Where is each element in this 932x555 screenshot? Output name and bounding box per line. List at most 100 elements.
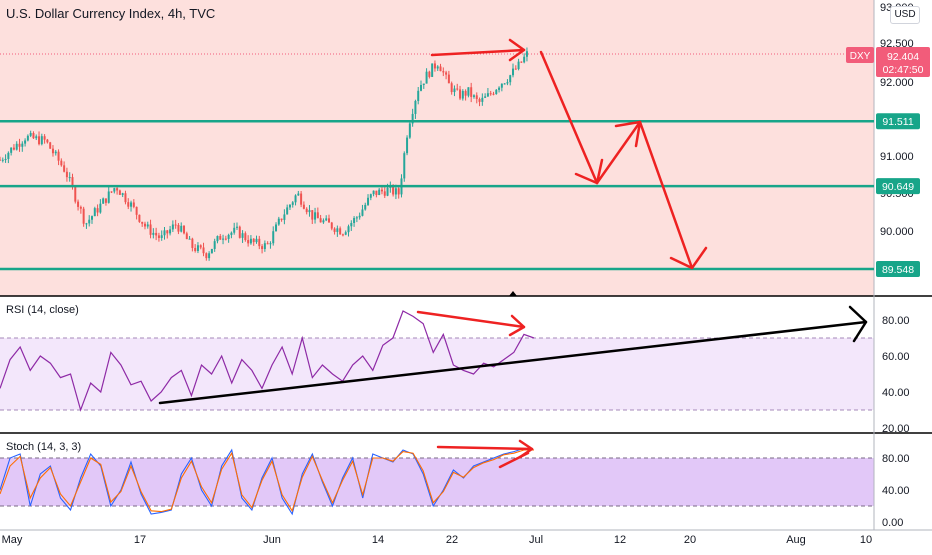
- candle-body: [15, 143, 18, 150]
- stoch-plot: [0, 447, 535, 516]
- time-axis[interactable]: May 17 Jun 14 22 Jul 12 20 Aug 10: [2, 534, 873, 546]
- candle-body: [492, 93, 495, 95]
- candle-body: [135, 206, 138, 215]
- rsi-line: [0, 310, 535, 412]
- candle-body: [235, 226, 238, 228]
- candle-body: [308, 210, 311, 213]
- candle-body: [453, 88, 456, 93]
- candle-body: [386, 187, 389, 196]
- stoch-arrow[interactable]: [436, 445, 534, 451]
- arrow-head-icon: [669, 246, 708, 270]
- rsi-label[interactable]: RSI (14, close): [6, 304, 79, 316]
- candle-body: [205, 253, 208, 259]
- candle-body: [350, 222, 353, 227]
- candle-body: [169, 229, 172, 234]
- candle-body: [283, 214, 286, 220]
- candle-body: [358, 215, 361, 218]
- candle-body: [57, 151, 60, 161]
- rsi-axis[interactable]: 80.00 60.00 40.00 20.00: [882, 315, 910, 435]
- candle-body: [174, 224, 177, 226]
- candle-body: [155, 232, 158, 236]
- candle-body: [475, 95, 478, 100]
- candle-body: [196, 245, 199, 251]
- candle-body: [241, 233, 244, 238]
- currency-button[interactable]: USD: [890, 6, 920, 24]
- candle-body: [118, 190, 121, 195]
- candle-body: [127, 202, 130, 207]
- horizontal-levels[interactable]: [0, 119, 874, 271]
- candle-body: [77, 201, 80, 207]
- candle-body: [277, 218, 280, 225]
- level-tag: 91.511: [882, 116, 913, 128]
- separator-marker-icon: [509, 291, 517, 296]
- candle-body: [202, 247, 205, 254]
- candle-body: [341, 234, 344, 236]
- time-tick-label: 20: [684, 534, 696, 546]
- stoch-axis[interactable]: 80.00 40.00 0.00: [882, 453, 910, 529]
- candle-body: [29, 133, 32, 136]
- candle-body: [191, 238, 194, 248]
- time-tick-label: 10: [860, 534, 872, 546]
- projection-leg-1[interactable]: [539, 50, 599, 185]
- price-divergence-arrow[interactable]: [430, 48, 526, 57]
- candle-body: [353, 217, 356, 223]
- stoch-small-arrow[interactable]: [498, 451, 530, 469]
- candle-body: [314, 212, 317, 220]
- candle-body: [1, 159, 4, 161]
- candle-body: [319, 218, 322, 223]
- candle-body: [121, 193, 124, 195]
- candle-body: [355, 217, 358, 219]
- time-tick-label: 17: [134, 534, 146, 546]
- candle-body: [484, 96, 487, 98]
- candle-body: [361, 209, 364, 216]
- projection-leg-3[interactable]: [638, 120, 694, 270]
- candle-body: [166, 230, 169, 234]
- candle-body: [247, 240, 250, 244]
- candle-body: [143, 223, 146, 227]
- candle-body: [21, 143, 24, 147]
- candle-body: [65, 171, 68, 178]
- candle-body: [141, 221, 144, 224]
- candle-body: [208, 253, 211, 259]
- rsi-divergence-arrow[interactable]: [416, 310, 526, 329]
- candle-body: [512, 68, 515, 76]
- candle-body: [266, 243, 269, 245]
- price-tick-label: 90.000: [880, 226, 914, 238]
- candle-body: [116, 188, 119, 191]
- projection-leg-2[interactable]: [595, 120, 642, 185]
- candle-body: [272, 231, 275, 244]
- candle-body: [447, 74, 450, 84]
- candle-body: [35, 136, 38, 139]
- level-tag: 90.649: [882, 181, 914, 193]
- red-arrow-annotations[interactable]: [416, 38, 708, 469]
- rsi-trendline-annotation[interactable]: [158, 305, 868, 405]
- candle-body: [411, 113, 414, 124]
- candle-body: [523, 56, 526, 63]
- candle-body: [436, 66, 439, 69]
- rsi-trendline[interactable]: [158, 320, 868, 405]
- candle-body: [213, 241, 216, 249]
- candle-body: [124, 193, 127, 203]
- candle-body: [445, 72, 448, 75]
- candle-body: [495, 89, 498, 95]
- level-tag-background: [876, 113, 920, 130]
- candle-body: [275, 224, 278, 232]
- candle-body: [183, 225, 186, 234]
- stoch-label[interactable]: Stoch (14, 3, 3): [6, 441, 81, 453]
- time-tick-label: 22: [446, 534, 458, 546]
- symbol-tag: DXY: [850, 51, 871, 62]
- candle-body: [470, 87, 473, 97]
- candle-body: [146, 224, 149, 227]
- candle-body: [280, 218, 283, 220]
- candle-body: [249, 238, 252, 244]
- candle-body: [93, 208, 96, 217]
- candle-body: [227, 234, 230, 239]
- candle-body: [297, 193, 300, 196]
- rsi-plot: [0, 310, 535, 412]
- candle-body: [12, 147, 15, 150]
- candle-body: [252, 238, 255, 243]
- chart-title[interactable]: U.S. Dollar Currency Index, 4h, TVC: [6, 6, 216, 21]
- candle-body: [222, 238, 225, 240]
